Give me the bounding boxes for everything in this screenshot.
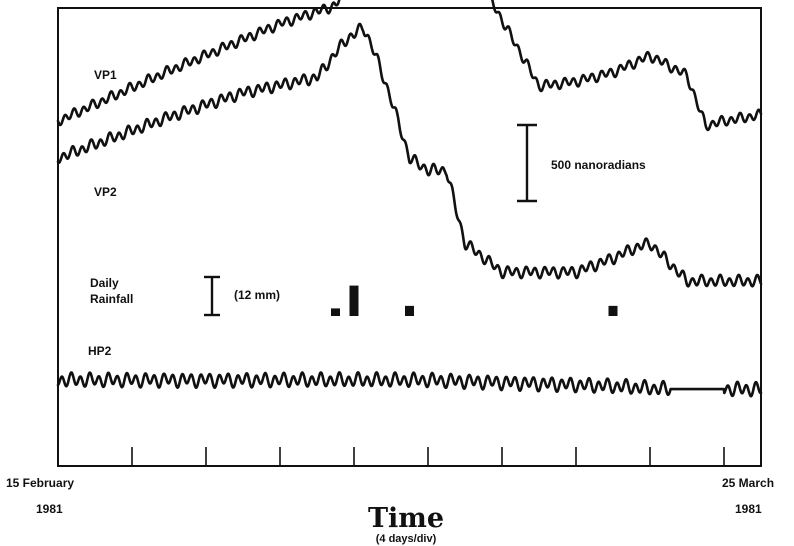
rainfall-bar <box>349 285 359 316</box>
x-end-label-1: 25 March <box>722 476 774 490</box>
x-axis-title: Time <box>368 503 444 534</box>
rainfall-bar <box>331 308 340 316</box>
rain-scale-label: (12 mm) <box>234 288 280 302</box>
series-line-hp2 <box>56 371 763 398</box>
rain-scale-bar <box>204 275 220 317</box>
x-axis-subtitle: (4 days/div) <box>376 533 437 545</box>
series-label-hp2: HP2 <box>88 344 112 358</box>
x-start-label-1: 15 February <box>6 476 74 490</box>
x-end-label-2: 1981 <box>735 502 762 516</box>
x-start-label-2: 1981 <box>36 502 63 516</box>
rainfall-bars <box>331 285 618 316</box>
plot-frame <box>57 7 762 467</box>
rainfall-label-line2: Rainfall <box>90 292 133 306</box>
rainfall-bar <box>608 305 618 316</box>
series-label-vp2: VP2 <box>94 185 117 199</box>
rainfall-label-line1: Daily <box>90 276 119 290</box>
series-line-vp2 <box>56 22 763 288</box>
tilt-scale-label: 500 nanoradians <box>551 158 646 172</box>
tilt-scale-bar <box>517 123 537 203</box>
series-lines <box>56 0 763 398</box>
series-label-vp1: VP1 <box>94 68 117 82</box>
rainfall-bar <box>405 305 414 316</box>
series-line-vp1 <box>56 0 763 132</box>
x-ticks <box>131 447 725 466</box>
